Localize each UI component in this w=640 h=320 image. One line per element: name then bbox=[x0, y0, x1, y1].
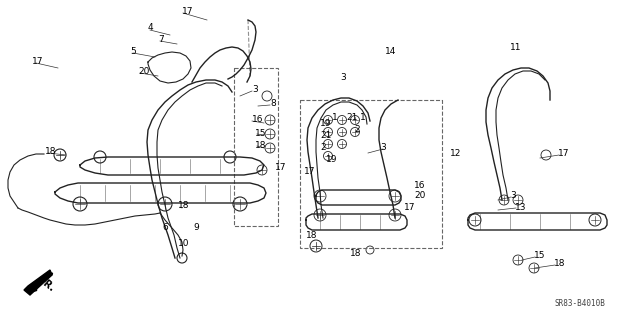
Text: 14: 14 bbox=[385, 47, 396, 57]
Text: 15: 15 bbox=[255, 129, 266, 138]
Text: 2: 2 bbox=[354, 125, 360, 134]
Text: 3: 3 bbox=[340, 74, 346, 83]
Text: 7: 7 bbox=[158, 36, 164, 44]
Text: 6: 6 bbox=[162, 223, 168, 233]
Text: 12: 12 bbox=[450, 149, 461, 158]
Bar bbox=[234, 68, 278, 226]
Text: 18: 18 bbox=[45, 148, 56, 156]
Text: 17: 17 bbox=[182, 7, 193, 17]
Text: 18: 18 bbox=[255, 140, 266, 149]
Text: 19: 19 bbox=[326, 156, 337, 164]
Text: 17: 17 bbox=[558, 149, 570, 158]
Text: FR.: FR. bbox=[36, 275, 56, 293]
Text: 8: 8 bbox=[270, 100, 276, 108]
Text: 13: 13 bbox=[515, 203, 527, 212]
Text: SR83-B4010B: SR83-B4010B bbox=[555, 299, 605, 308]
Text: 20: 20 bbox=[414, 191, 426, 201]
Text: 3: 3 bbox=[510, 191, 516, 201]
Text: 17: 17 bbox=[304, 167, 316, 177]
Text: 4: 4 bbox=[148, 23, 154, 33]
Text: 17: 17 bbox=[32, 58, 44, 67]
Text: 3: 3 bbox=[380, 143, 386, 153]
Text: 16: 16 bbox=[414, 181, 426, 190]
Text: 10: 10 bbox=[178, 238, 189, 247]
Text: 9: 9 bbox=[193, 223, 199, 233]
Text: 3: 3 bbox=[252, 85, 258, 94]
Text: 17: 17 bbox=[404, 203, 415, 212]
Text: 11: 11 bbox=[510, 44, 522, 52]
Text: 17: 17 bbox=[275, 164, 287, 172]
Text: 21: 21 bbox=[320, 132, 332, 140]
Text: 1: 1 bbox=[332, 114, 338, 123]
Text: 18: 18 bbox=[554, 260, 566, 268]
Text: 20: 20 bbox=[138, 68, 149, 76]
Text: 2: 2 bbox=[320, 143, 326, 153]
Bar bbox=[300, 100, 442, 248]
Text: 15: 15 bbox=[534, 252, 545, 260]
Text: 5: 5 bbox=[130, 47, 136, 57]
Text: 18: 18 bbox=[350, 250, 362, 259]
Text: 1: 1 bbox=[360, 114, 365, 123]
Text: 18: 18 bbox=[178, 202, 189, 211]
Text: 18: 18 bbox=[306, 230, 317, 239]
Polygon shape bbox=[24, 270, 52, 295]
Text: 16: 16 bbox=[252, 116, 264, 124]
Text: 21: 21 bbox=[346, 114, 357, 123]
Text: 19: 19 bbox=[320, 119, 332, 129]
